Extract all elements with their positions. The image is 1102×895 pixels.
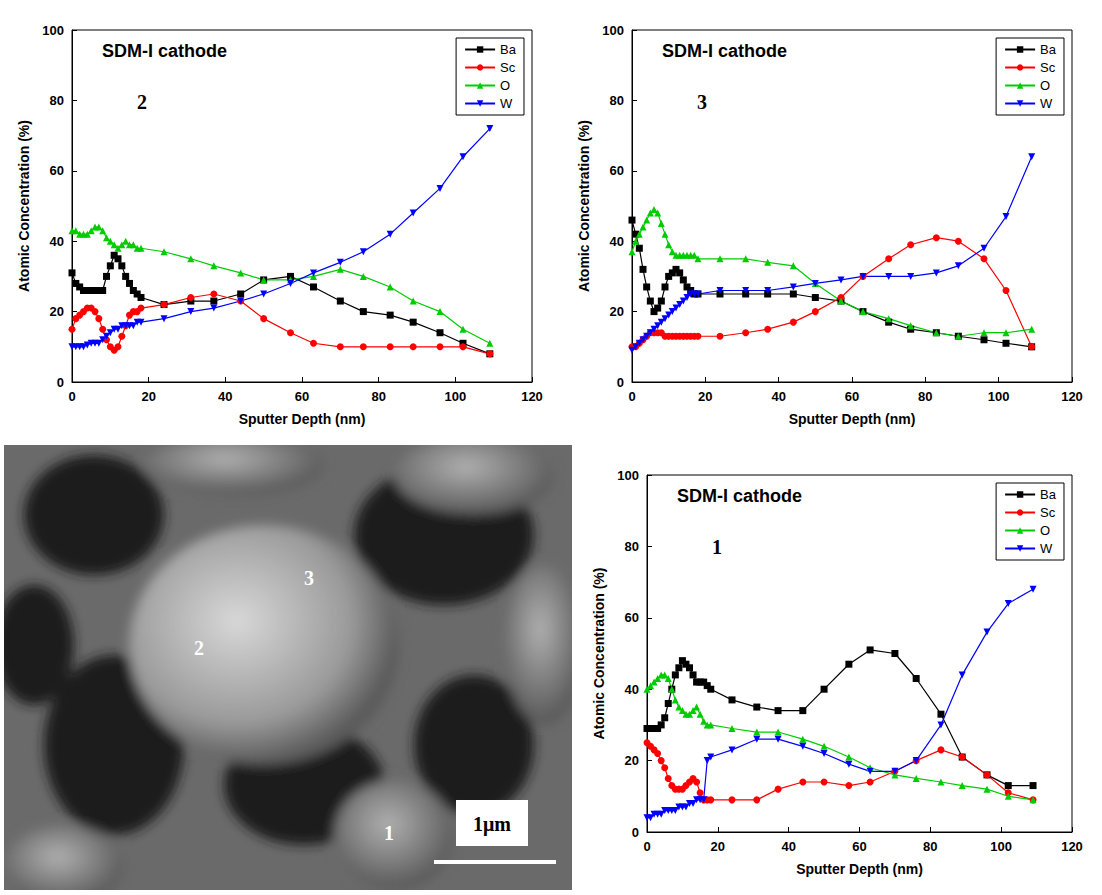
svg-text:120: 120 [521, 389, 543, 404]
svg-text:Sc: Sc [1040, 505, 1056, 520]
svg-text:W: W [1040, 96, 1053, 111]
svg-text:Sputter Depth (nm): Sputter Depth (nm) [789, 411, 916, 427]
svg-text:W: W [500, 96, 513, 111]
svg-text:Atomic Concentration (%): Atomic Concentration (%) [591, 568, 607, 740]
svg-text:2: 2 [194, 637, 204, 659]
svg-text:Sputter Depth (nm): Sputter Depth (nm) [239, 411, 366, 427]
svg-text:60: 60 [295, 389, 309, 404]
svg-text:100: 100 [602, 23, 624, 38]
svg-text:20: 20 [698, 389, 712, 404]
svg-text:20: 20 [141, 389, 155, 404]
svg-text:40: 40 [781, 839, 795, 854]
svg-text:40: 40 [610, 234, 624, 249]
svg-text:40: 40 [218, 389, 232, 404]
svg-text:3: 3 [697, 91, 707, 113]
svg-text:100: 100 [988, 389, 1010, 404]
svg-text:1: 1 [712, 536, 722, 558]
svg-text:80: 80 [50, 93, 64, 108]
svg-text:W: W [1040, 541, 1053, 556]
svg-text:120: 120 [1061, 389, 1083, 404]
svg-text:60: 60 [845, 389, 859, 404]
svg-text:SDM-I cathode: SDM-I cathode [102, 41, 227, 61]
svg-text:80: 80 [918, 389, 932, 404]
svg-text:Ba: Ba [1040, 42, 1057, 57]
svg-text:100: 100 [990, 839, 1012, 854]
svg-text:O: O [1040, 523, 1050, 538]
svg-text:2: 2 [137, 91, 147, 113]
svg-text:40: 40 [771, 389, 785, 404]
svg-text:20: 20 [625, 753, 639, 768]
svg-text:1μm: 1μm [473, 813, 511, 836]
svg-text:100: 100 [42, 23, 64, 38]
svg-text:100: 100 [444, 389, 466, 404]
svg-text:0: 0 [632, 825, 639, 840]
svg-text:Atomic Concentration (%): Atomic Concentration (%) [16, 120, 32, 292]
svg-text:SDM-I cathode: SDM-I cathode [662, 41, 787, 61]
svg-text:Ba: Ba [1040, 487, 1057, 502]
svg-text:60: 60 [852, 839, 866, 854]
svg-text:O: O [500, 78, 510, 93]
svg-text:Sc: Sc [500, 60, 516, 75]
svg-text:20: 20 [50, 304, 64, 319]
svg-text:Sc: Sc [1040, 60, 1056, 75]
svg-text:60: 60 [610, 163, 624, 178]
svg-text:40: 40 [50, 234, 64, 249]
svg-text:Atomic Concentration (%): Atomic Concentration (%) [576, 120, 592, 292]
svg-text:80: 80 [371, 389, 385, 404]
svg-text:60: 60 [50, 163, 64, 178]
svg-text:Sputter Depth (nm): Sputter Depth (nm) [796, 861, 923, 877]
svg-text:80: 80 [610, 93, 624, 108]
svg-text:0: 0 [68, 389, 75, 404]
svg-text:0: 0 [617, 375, 624, 390]
svg-text:80: 80 [923, 839, 937, 854]
svg-text:20: 20 [610, 304, 624, 319]
svg-text:20: 20 [711, 839, 725, 854]
svg-text:O: O [1040, 78, 1050, 93]
svg-text:0: 0 [57, 375, 64, 390]
svg-text:100: 100 [617, 468, 639, 483]
svg-text:80: 80 [625, 539, 639, 554]
svg-text:60: 60 [625, 610, 639, 625]
svg-text:Ba: Ba [500, 42, 517, 57]
svg-text:SDM-I cathode: SDM-I cathode [677, 486, 802, 506]
svg-text:0: 0 [628, 389, 635, 404]
svg-text:3: 3 [304, 567, 314, 589]
svg-text:120: 120 [1061, 839, 1083, 854]
svg-text:0: 0 [643, 839, 650, 854]
svg-text:40: 40 [625, 682, 639, 697]
svg-text:1: 1 [384, 822, 394, 844]
